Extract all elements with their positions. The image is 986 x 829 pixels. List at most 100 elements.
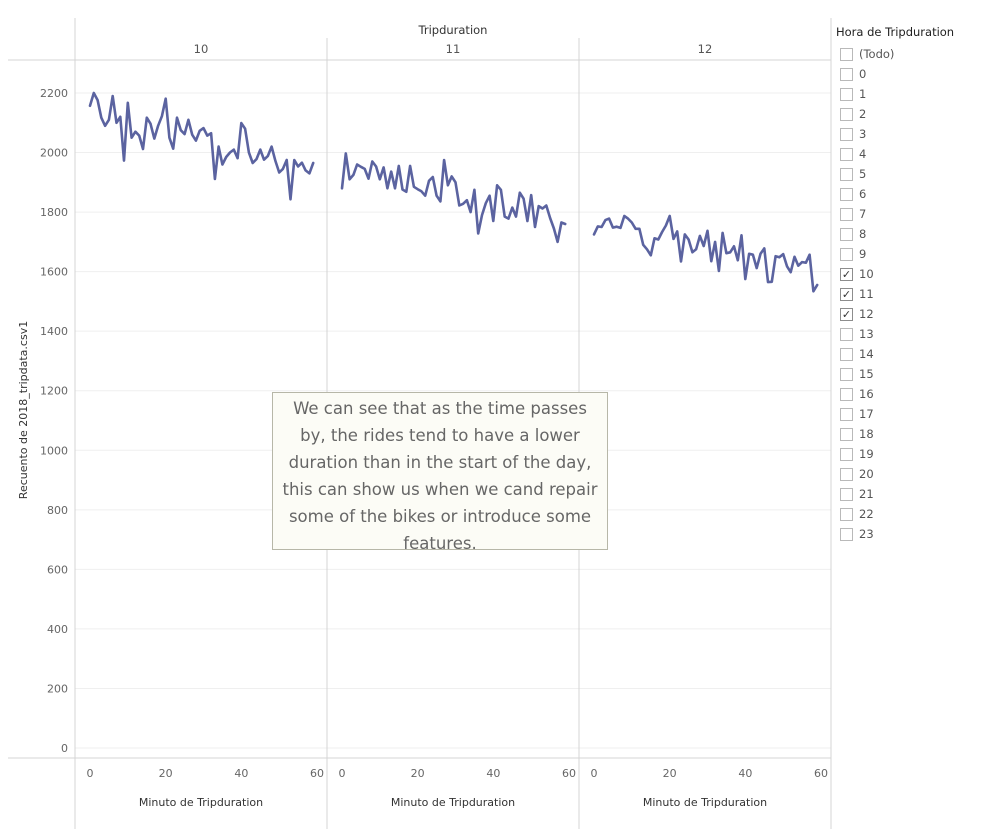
checkbox[interactable]: ✓ <box>840 307 853 321</box>
checkbox[interactable] <box>840 47 853 61</box>
x-axis-label: Minuto de Tripduration <box>139 796 263 809</box>
annotation-line: features. <box>403 534 477 553</box>
filter-item-label: 0 <box>859 67 867 81</box>
filter-item-label: 1 <box>859 87 867 101</box>
y-tick-label: 2000 <box>40 147 68 160</box>
x-tick-label: 40 <box>234 767 248 780</box>
checkbox[interactable] <box>840 247 853 261</box>
checkbox[interactable] <box>840 427 853 441</box>
checkbox[interactable] <box>840 107 853 121</box>
filter-item-4[interactable]: 4 <box>836 144 986 164</box>
checkbox[interactable] <box>840 147 853 161</box>
checkbox[interactable] <box>840 127 853 141</box>
filter-item-19[interactable]: 19 <box>836 444 986 464</box>
panel-header: 12 <box>698 42 713 56</box>
checkbox[interactable] <box>840 527 853 541</box>
filter-item-0[interactable]: 0 <box>836 64 986 84</box>
checkbox[interactable] <box>840 187 853 201</box>
filter-item-14[interactable]: 14 <box>836 344 986 364</box>
filter-item-1[interactable]: 1 <box>836 84 986 104</box>
filter-item-10[interactable]: ✓ 10 <box>836 264 986 284</box>
x-tick-label: 0 <box>87 767 94 780</box>
filter-item-17[interactable]: 17 <box>836 404 986 424</box>
filter-item-label: 12 <box>859 307 874 321</box>
checkbox[interactable] <box>840 67 853 81</box>
checkbox[interactable] <box>840 407 853 421</box>
filter-item-16[interactable]: 16 <box>836 384 986 404</box>
filter-item-8[interactable]: 8 <box>836 224 986 244</box>
checkbox[interactable]: ✓ <box>840 287 853 301</box>
checkbox[interactable] <box>840 387 853 401</box>
checkbox[interactable] <box>840 347 853 361</box>
filter-item-22[interactable]: 22 <box>836 504 986 524</box>
filter-item-7[interactable]: 7 <box>836 204 986 224</box>
checkbox[interactable] <box>840 447 853 461</box>
filter-item-label: 19 <box>859 447 874 461</box>
filter-item-label: 13 <box>859 327 874 341</box>
y-tick-label: 1400 <box>40 325 68 338</box>
x-tick-label: 20 <box>159 767 173 780</box>
x-tick-label: 20 <box>411 767 425 780</box>
y-tick-label: 2200 <box>40 87 68 100</box>
y-tick-label: 800 <box>47 504 68 517</box>
annotation-line: duration than in the start of the day, <box>288 453 592 472</box>
y-tick-label: 0 <box>61 742 68 755</box>
filter-item-18[interactable]: 18 <box>836 424 986 444</box>
x-tick-label: 0 <box>339 767 346 780</box>
filter-item-label: 8 <box>859 227 867 241</box>
checkbox[interactable] <box>840 507 853 521</box>
x-tick-label: 60 <box>562 767 576 780</box>
series-line-hour-12 <box>592 214 819 293</box>
filter-item-21[interactable]: 21 <box>836 484 986 504</box>
filter-item-all[interactable]: (Todo) <box>836 44 986 64</box>
checkbox[interactable] <box>840 367 853 381</box>
checkbox[interactable] <box>840 467 853 481</box>
checkbox[interactable]: ✓ <box>840 267 853 281</box>
y-axis-label: Recuento de 2018_tripdata.csv1 <box>17 321 30 499</box>
annotation-line: this can show us when we cand repair <box>282 480 598 499</box>
x-axis-label: Minuto de Tripduration <box>643 796 767 809</box>
annotation-line: We can see that as the time passes <box>293 399 587 418</box>
checkbox[interactable] <box>840 167 853 181</box>
filter-item-13[interactable]: 13 <box>836 324 986 344</box>
filter-item-12[interactable]: ✓ 12 <box>836 304 986 324</box>
x-tick-label: 20 <box>663 767 677 780</box>
y-tick-label: 1000 <box>40 444 68 457</box>
checkbox[interactable] <box>840 227 853 241</box>
x-tick-label: 60 <box>310 767 324 780</box>
filter-item-label: 22 <box>859 507 874 521</box>
filter-item-20[interactable]: 20 <box>836 464 986 484</box>
filter-list: (Todo) 0 1 2 3 4 5 6 7 8 9 ✓ 10 ✓ 11 ✓ 12 13 14 15 16 17 18 19 2… <box>836 44 986 544</box>
filter-item-3[interactable]: 3 <box>836 124 986 144</box>
checkbox[interactable] <box>840 207 853 221</box>
y-tick-label: 600 <box>47 563 68 576</box>
chart-title: Tripduration <box>418 23 488 37</box>
panel-header: 10 <box>194 42 209 56</box>
filter-item-label: 23 <box>859 527 874 541</box>
annotation-box: We can see that as the time passes by, t… <box>272 392 608 553</box>
checkbox[interactable] <box>840 87 853 101</box>
filter-item-6[interactable]: 6 <box>836 184 986 204</box>
filter-item-label: 7 <box>859 207 867 221</box>
filter-item-2[interactable]: 2 <box>836 104 986 124</box>
filter-item-11[interactable]: ✓ 11 <box>836 284 986 304</box>
filter-item-9[interactable]: 9 <box>836 244 986 264</box>
checkbox[interactable] <box>840 487 853 501</box>
filter-item-label: 16 <box>859 387 874 401</box>
filter-item-5[interactable]: 5 <box>836 164 986 184</box>
y-tick-label: 200 <box>47 682 68 695</box>
series-line-hour-10 <box>88 91 315 201</box>
filter-title: Hora de Tripduration <box>836 25 955 39</box>
x-tick-label: 60 <box>814 767 828 780</box>
x-tick-label: 40 <box>486 767 500 780</box>
filter-item-23[interactable]: 23 <box>836 524 986 544</box>
checkbox[interactable] <box>840 327 853 341</box>
annotation-line: by, the rides tend to have a lower <box>300 426 580 445</box>
filter-item-label: 20 <box>859 467 874 481</box>
filter-item-label: 5 <box>859 167 867 181</box>
filter-item-label: 3 <box>859 127 867 141</box>
hour-filter-panel: Hora de Tripduration (Todo) 0 1 2 3 4 5 6 7 8 9 ✓ 10… <box>836 24 986 544</box>
filter-item-15[interactable]: 15 <box>836 364 986 384</box>
filter-item-label: 9 <box>859 247 867 261</box>
y-tick-label: 400 <box>47 623 68 636</box>
